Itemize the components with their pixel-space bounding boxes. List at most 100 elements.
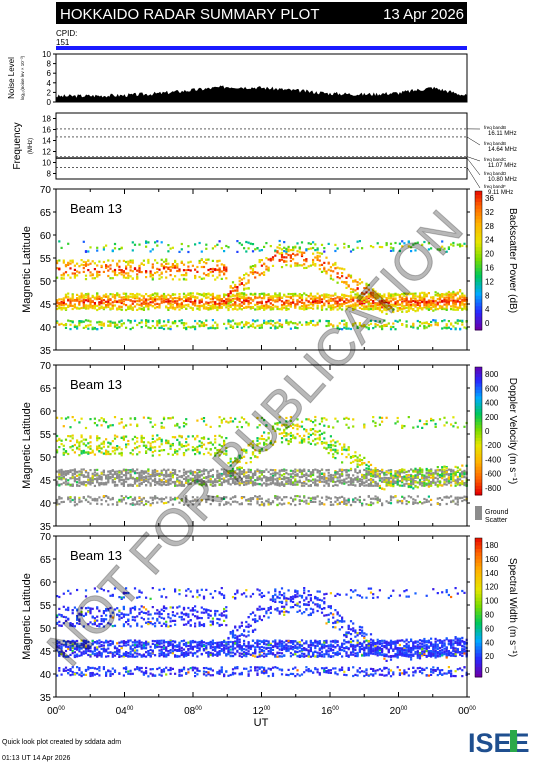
band-value: 10.80 MHz [488,177,517,183]
time-tick-label: 0800 [184,706,202,717]
lat-tick-label: 50 [40,624,52,635]
rti-data-cells [56,415,468,507]
lat-tick-label: 60 [40,578,52,589]
footer-created-by: Quick look plot created by sddata adm [2,739,121,746]
colorbar-tick-label: 600 [485,384,499,393]
lat-tick-label: 70 [40,361,52,372]
lat-tick-label: 45 [40,300,52,311]
lat-tick-label: 40 [40,323,52,334]
colorbar: 0 20 40 60 80 100 120 140 160 180 [474,537,499,678]
band-value: 14.64 MHz [488,147,517,153]
band-label: freq bandD [484,171,507,176]
isee-logo: ISEE [468,728,530,758]
time-tick-label: 0400 [116,706,134,717]
band-leader [466,136,481,146]
lat-tick-label: 45 [40,647,52,658]
freq-ytick-label: 18 [42,115,51,124]
noise-ytick-label: 8 [47,60,52,69]
time-tick-label: 0000 [458,706,476,717]
noise-ytick-label: 2 [47,88,52,97]
lat-tick-label: 55 [40,430,52,441]
lat-tick-label: 45 [40,476,52,487]
lat-tick-label: 50 [40,277,52,288]
cpid-bar [56,46,467,50]
time-tick-label: 1600 [321,706,339,717]
noise-area [56,85,467,102]
lat-tick-label: 65 [40,208,52,219]
rti-panel-2: 35 40 45 50 55 60 65 70 Beam 13 Magnetic Latitude… [21,361,518,533]
freq-ytick-label: 8 [47,170,52,179]
freq-ytick-label: 12 [42,148,51,157]
colorbar: 0 4 8 12 16 20 24 28 32 36 [474,190,494,331]
band-label: freq bandF [484,184,506,189]
lat-tick-label: 55 [40,601,52,612]
lat-tick-label: 40 [40,670,52,681]
magnetic-latitude-label: Magnetic Latitude [21,226,33,313]
rti-data-cells [56,587,468,678]
lat-tick-label: 70 [40,532,52,543]
colorbar-tick-label: 8 [485,291,490,300]
colorbar-tick-label: 800 [485,370,499,379]
lat-tick-label: 65 [40,555,52,566]
x-axis-label: UT [254,717,269,729]
colorbar-tick-label: 120 [485,583,499,592]
colorbar-tick-label: 4 [485,305,490,314]
freq-ytick-label: 16 [42,126,51,135]
lat-tick-label: 50 [40,453,52,464]
frequency-unit: (MHz) [28,138,34,154]
colorbar-tick-label: -600 [485,470,502,479]
colorbar-tick-label: 20 [485,652,494,661]
lat-tick-label: 35 [40,693,52,704]
noise-ylabel-sub: log₁₀(noise lev × 10⁻³) [20,55,25,100]
plot-title: HOKKAIDO RADAR SUMMARY PLOT [60,6,320,23]
ground-scatter-label-2: Scatter [485,517,508,524]
band-leader [466,167,481,189]
band-value: 16.11 MHz [488,131,517,137]
lat-tick-label: 55 [40,254,52,265]
time-tick-label: 2000 [390,706,408,717]
band-label: freq bandB [484,125,506,130]
band-label: freq bandC [484,157,507,162]
time-tick-label: 1200 [253,706,271,717]
band-leader [466,157,481,176]
header-bar [56,2,467,24]
colorbar-tick-label: 180 [485,541,499,550]
colorbar-tick-label: 80 [485,610,494,619]
noise-ylabel: Noise Level [7,57,16,99]
magnetic-latitude-label: Magnetic Latitude [21,402,33,489]
band-label: freq bandB [484,141,506,146]
lat-tick-label: 70 [40,185,52,196]
rti-data-cells [56,239,468,331]
frequency-ylabel: Frequency [12,122,23,169]
colorbar-tick-label: 140 [485,569,499,578]
lat-tick-label: 40 [40,499,52,510]
colorbar-tick-label: 160 [485,555,499,564]
colorbar-tick-label: 0 [485,319,490,328]
colorbar-tick-label: -800 [485,484,502,493]
colorbar-label: Spectral Width (m s⁻¹) [507,558,518,657]
plot-date: 13 Apr 2026 [383,6,464,23]
colorbar-label: Doppler Velocity (m s⁻¹) [507,378,518,484]
rti-panel-3: 35 40 45 50 55 60 65 70 Beam 13 Magnetic Latitude… [21,532,518,704]
colorbar-tick-label: 24 [485,236,494,245]
lat-tick-label: 60 [40,231,52,242]
band-value: 11.07 MHz [488,163,517,169]
logo-text: ISEE [468,728,530,758]
lat-tick-label: 35 [40,522,52,533]
colorbar-tick-label: 100 [485,597,499,606]
lat-tick-label: 60 [40,407,52,418]
colorbar-tick-label: 0 [485,427,490,436]
freq-ytick-label: 14 [42,137,51,146]
colorbar-tick-label: 40 [485,638,494,647]
time-tick-label: 0000 [47,706,65,717]
colorbar: -800 -600 -400 -200 0 200 400 600 800 [474,366,502,496]
magnetic-latitude-label: Magnetic Latitude [21,573,33,660]
noise-ytick-label: 0 [47,98,52,107]
colorbar-frame [474,537,483,678]
beam-label: Beam 13 [70,377,122,392]
footer-timestamp: 01:13 UT 14 Apr 2026 [2,755,70,762]
